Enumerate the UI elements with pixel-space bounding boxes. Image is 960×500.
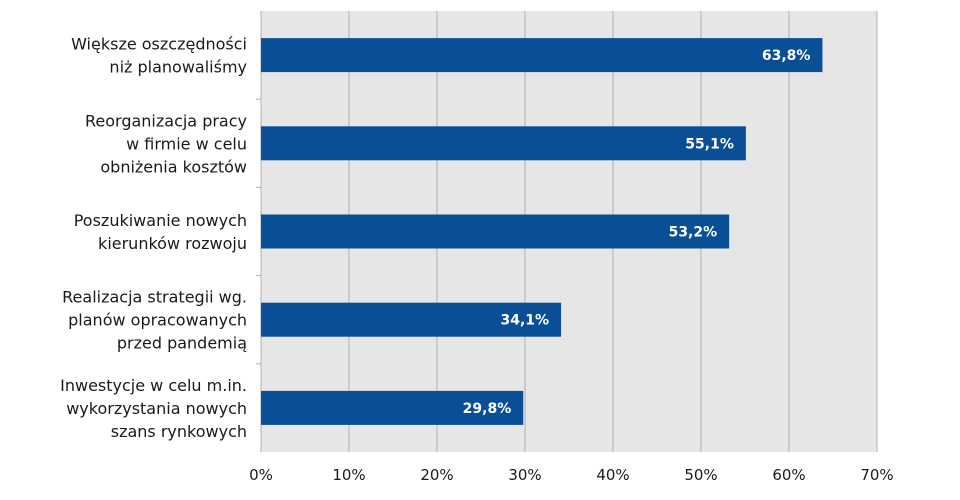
x-tick-label-20: 20%: [420, 466, 453, 484]
data-label-3: 34,1%: [501, 313, 550, 329]
x-tick-label-40: 40%: [596, 466, 629, 484]
category-label-2-line-1: kierunków rozwoju: [98, 234, 247, 253]
category-label-2: Poszukiwanie nowych kierunków rozwoju: [74, 211, 247, 253]
category-label-0: Większe oszczędności niż planowaliśmy: [71, 35, 247, 77]
category-label-4-line-1: wykorzystania nowych: [66, 399, 247, 418]
category-label-1-line-0: Reorganizacja pracy: [85, 111, 247, 130]
bar-3: [261, 302, 562, 337]
category-label-3-line-2: przed pandemią: [117, 334, 247, 353]
bar-2: [261, 214, 730, 249]
category-label-3: Realizacja strategii wg. planów opracowan…: [62, 288, 247, 353]
category-label-4-line-0: Inwestycje w celu m.in.: [60, 376, 247, 395]
x-tick-label-70: 70%: [860, 466, 893, 484]
category-label-4: Inwestycje w celu m.in. wykorzystania now…: [60, 376, 247, 441]
x-tick-label-50: 50%: [684, 466, 717, 484]
category-label-1-line-1: w firmie w celu: [126, 134, 247, 153]
bar-1: [261, 126, 746, 161]
data-label-1: 55,1%: [685, 136, 734, 152]
category-label-1-line-2: obniżenia kosztów: [100, 157, 247, 176]
category-label-0-line-1: niż planowaliśmy: [109, 58, 247, 77]
data-label-0: 63,8%: [762, 48, 811, 64]
x-tick-label-30: 30%: [508, 466, 541, 484]
x-tick-label-60: 60%: [772, 466, 805, 484]
bar-4: [261, 390, 524, 425]
data-label-4: 29,8%: [463, 401, 512, 417]
x-tick-label-10: 10%: [332, 466, 365, 484]
category-label-1: Reorganizacja pracy w firmie w celu obniże…: [85, 111, 247, 176]
category-label-3-line-1: planów opracowanych: [68, 311, 247, 330]
data-label-2: 53,2%: [669, 225, 718, 241]
category-label-2-line-0: Poszukiwanie nowych: [74, 211, 247, 230]
category-label-0-line-0: Większe oszczędności: [71, 35, 247, 54]
category-label-4-line-2: szans rynkowych: [111, 422, 247, 441]
x-tick-label-0: 0%: [249, 466, 273, 484]
category-label-3-line-0: Realizacja strategii wg.: [62, 288, 247, 307]
bar-0: [261, 38, 823, 73]
